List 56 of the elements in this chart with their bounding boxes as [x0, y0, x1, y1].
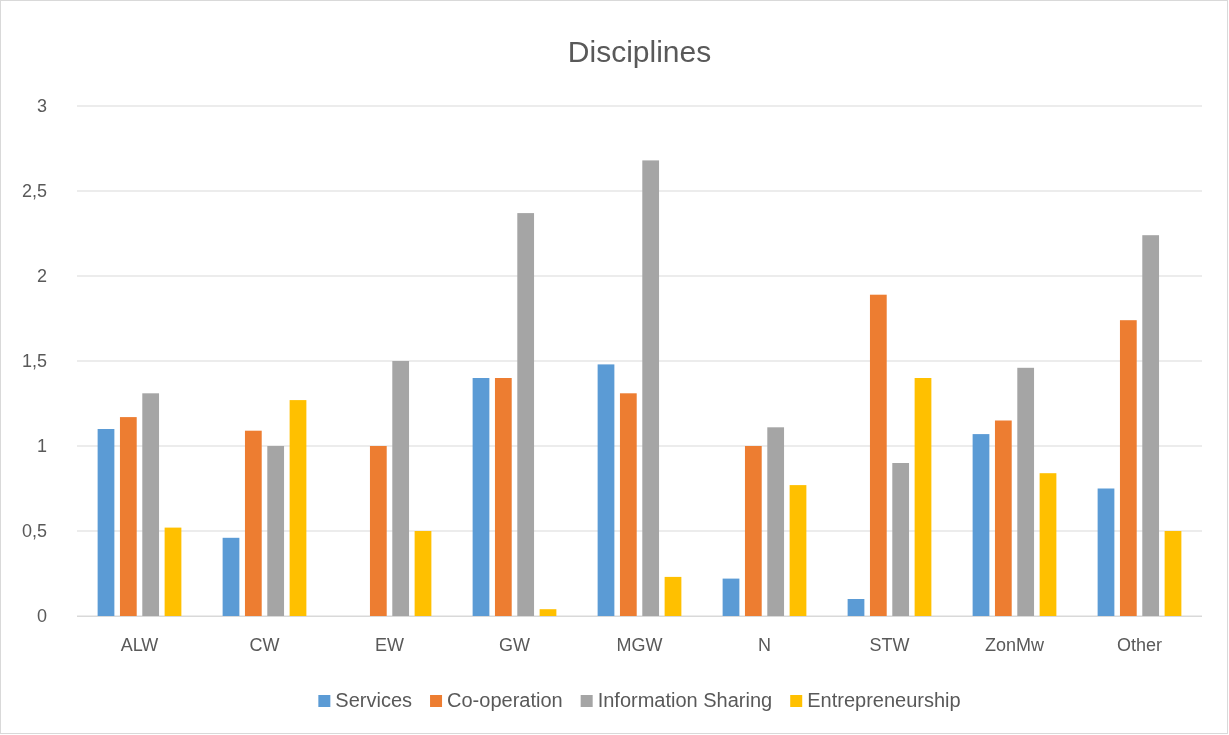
bar: [142, 393, 160, 616]
bar: [1017, 367, 1035, 616]
bar: [119, 417, 137, 616]
bar: [289, 400, 307, 616]
bar: [892, 463, 910, 616]
bar: [994, 420, 1012, 616]
bar: [1039, 473, 1057, 616]
bar: [744, 446, 762, 616]
bar: [1097, 488, 1115, 616]
x-tick-label: STW: [869, 634, 910, 655]
bar: [244, 430, 262, 616]
y-tick-label: 0: [36, 606, 47, 627]
bar: [847, 599, 865, 616]
y-tick-label: 3: [36, 96, 47, 117]
bar: [869, 294, 887, 616]
y-tick-label: 2: [36, 266, 47, 287]
y-tick-label: 1,5: [21, 351, 47, 372]
bar: [914, 378, 932, 616]
bar: [664, 576, 682, 616]
bar: [539, 609, 557, 616]
bar: [472, 378, 490, 616]
bar: [392, 361, 410, 616]
x-tick-label: Other: [1116, 634, 1163, 655]
bar: [1164, 531, 1182, 616]
x-tick-label: MGW: [616, 634, 663, 655]
legend-label: Services: [335, 689, 413, 711]
bar: [767, 427, 785, 616]
bar: [164, 527, 182, 616]
legend-label: Information Sharing: [597, 689, 773, 711]
bar: [494, 378, 512, 616]
bar: [414, 531, 432, 616]
chart-title: Disciplines: [567, 35, 712, 68]
legend-label: Entrepreneurship: [807, 689, 961, 711]
y-tick-label: 0,5: [21, 521, 47, 542]
x-tick-label: ALW: [120, 634, 159, 655]
bar: [619, 393, 637, 616]
bar: [97, 429, 115, 616]
legend-label: Co-operation: [447, 689, 563, 711]
bar: [789, 485, 807, 616]
bar: [517, 213, 535, 616]
bar: [597, 364, 615, 616]
x-tick-label: GW: [499, 634, 530, 655]
x-tick-label: CW: [249, 634, 280, 655]
x-tick-label: N: [758, 634, 771, 655]
y-tick-label: 2,5: [21, 181, 47, 202]
bar: [1119, 320, 1137, 616]
x-tick-label: ZonMw: [984, 634, 1045, 655]
bar: [1142, 235, 1160, 616]
bar: [722, 578, 740, 616]
x-tick-label: EW: [375, 634, 405, 655]
bar: [267, 446, 285, 616]
bar: [369, 446, 387, 616]
bar: [972, 434, 990, 616]
y-tick-label: 1: [36, 436, 47, 457]
bar: [642, 160, 660, 616]
bar: [222, 537, 240, 616]
